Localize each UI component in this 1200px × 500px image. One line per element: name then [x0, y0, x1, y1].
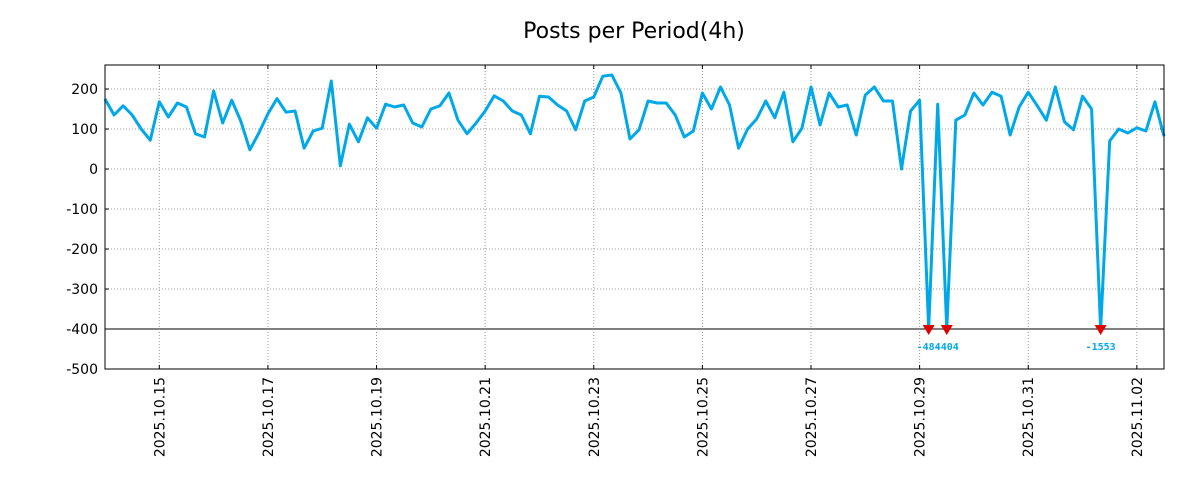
clipped-point-label: -484: [917, 342, 941, 353]
plot-frame: [104, 64, 1165, 370]
x-tick-label: 2025.10.27: [804, 377, 820, 457]
x-tick-label: 2025.10.15: [152, 377, 168, 457]
clipped-point-marker: [940, 325, 953, 335]
x-tick-label: 2025.10.23: [587, 377, 603, 457]
x-tick-label: 2025.11.02: [1130, 377, 1146, 457]
y-tick-label: -200: [66, 242, 98, 258]
y-tick-label: -100: [66, 202, 98, 218]
series: [103, 73, 1166, 331]
axes: 200 100 0 -100 -200 -300 -400 -500 2025.10.15 202…: [66, 65, 1164, 457]
x-tick-label: 2025.10.21: [478, 377, 494, 457]
x-tick-label: 2025.10.17: [261, 377, 277, 457]
annotations: -484-404 -1553: [917, 325, 1116, 353]
x-tick-label: 2025.10.29: [913, 377, 929, 457]
x-tick-label: 2025.10.25: [695, 377, 711, 457]
clipped-point-marker: [922, 325, 935, 335]
y-tick-label: -300: [66, 282, 98, 298]
clipped-point-marker: [1094, 325, 1107, 335]
y-tick-label: 200: [71, 82, 98, 98]
x-tick-label: 2025.10.19: [370, 377, 386, 457]
y-tick-label: -500: [66, 362, 98, 378]
y-tick-label: 100: [71, 122, 98, 138]
y-tick-label: 0: [89, 162, 98, 178]
clipped-point-label: -404: [935, 342, 959, 353]
series-line: [103, 73, 1166, 331]
x-tick-label: 2025.10.31: [1021, 377, 1037, 457]
clipped-point-label: -1553: [1086, 342, 1116, 353]
y-tick-label: -400: [66, 322, 98, 338]
grid: [105, 65, 1164, 369]
chart-title: Posts per Period(4h): [523, 19, 745, 44]
